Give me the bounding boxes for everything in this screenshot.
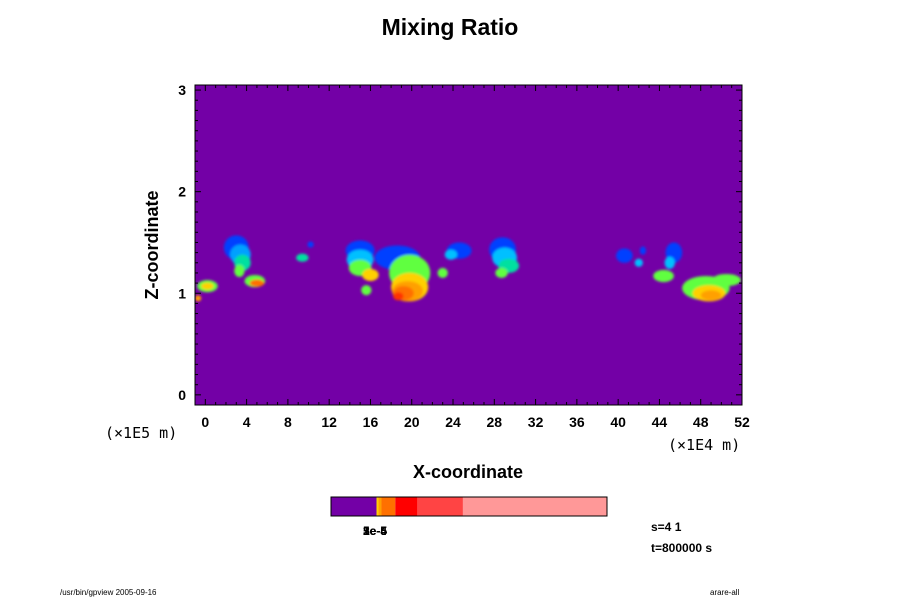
- x-tick-label-7: 28: [487, 414, 503, 430]
- y-tick-label-2: 2: [178, 184, 186, 200]
- chart-title: Mixing Ratio: [381, 14, 519, 40]
- step-annotation: s=4 1: [651, 520, 682, 534]
- field-region-29: [616, 248, 633, 263]
- y-tick-label-3: 3: [178, 82, 186, 98]
- x-tick-label-13: 52: [734, 414, 750, 430]
- colorbar-frame: [330, 496, 608, 517]
- field-region-31: [634, 258, 643, 267]
- y-tick-labels: 0 1 2 3: [178, 82, 186, 403]
- x-tick-labels: 0 4 8 12 16 20 24 28 32 36 40 44 48 52: [201, 414, 750, 430]
- y-tick-label-1: 1: [178, 285, 186, 301]
- colorbar-segment-6: [462, 497, 607, 516]
- x-tick-label-11: 44: [652, 414, 668, 430]
- field-region-30: [639, 246, 647, 255]
- field-region-5: [201, 282, 214, 290]
- colorbar: [331, 497, 607, 516]
- colorbar-segment-3: [381, 497, 396, 516]
- field-region-34: [664, 256, 675, 269]
- field-region-9: [307, 241, 314, 248]
- x-tick-label-4: 16: [363, 414, 379, 430]
- x-unit-label: (×1E4 m): [668, 436, 740, 454]
- x-tick-label-2: 8: [284, 414, 292, 430]
- colorbar-segment-4: [395, 497, 418, 516]
- plot-background: [195, 85, 742, 405]
- x-tick-label-8: 32: [528, 414, 544, 430]
- field-region-8: [249, 279, 265, 287]
- footer-left: /usr/bin/gpview 2005-09-16: [60, 588, 157, 597]
- field-region-10: [296, 253, 309, 262]
- colorbar-segment-0: [331, 497, 377, 516]
- colorbar-label-3: 5e-4: [363, 524, 387, 538]
- x-tick-label-12: 48: [693, 414, 709, 430]
- field-region-24: [444, 249, 458, 260]
- x-tick-label-10: 40: [610, 414, 626, 430]
- x-tick-label-5: 20: [404, 414, 420, 430]
- y-unit-label: (×1E5 m): [105, 424, 177, 442]
- y-axis-title: Z-coordinate: [142, 190, 162, 299]
- colorbar-labels: 1e-52e-53e-55e-4: [363, 524, 387, 538]
- x-axis-title: X-coordinate: [413, 462, 523, 482]
- x-tick-label-9: 36: [569, 414, 585, 430]
- field-region-32: [653, 269, 674, 283]
- field-region-21: [393, 292, 404, 301]
- colorbar-label-0: 1e-5: [363, 524, 387, 538]
- field-region-14: [362, 268, 379, 282]
- field-region-37: [700, 290, 722, 301]
- x-tick-label-1: 4: [243, 414, 251, 430]
- plot-frame: [194, 84, 743, 406]
- field-region-22: [437, 267, 448, 279]
- colorbar-label-1: 2e-5: [363, 524, 387, 538]
- field-region-28: [495, 267, 508, 279]
- colorbar-segment-1: [376, 497, 379, 516]
- x-tick-label-6: 24: [445, 414, 461, 430]
- y-tick-label-0: 0: [178, 387, 186, 403]
- field-region-6: [195, 295, 202, 302]
- field-region-3: [234, 264, 245, 277]
- colorbar-label-2: 3e-5: [363, 524, 387, 538]
- axis-ticks: [195, 85, 743, 405]
- field-region-38: [712, 273, 741, 287]
- mixing-ratio-field: [195, 235, 741, 302]
- colorbar-segment-2: [378, 497, 382, 516]
- colorbar-segment-5: [417, 497, 463, 516]
- time-annotation: t=800000 s: [651, 541, 712, 555]
- x-tick-label-0: 0: [201, 414, 209, 430]
- footer-right: arare-all: [710, 588, 740, 597]
- field-region-15: [361, 285, 372, 296]
- x-tick-label-3: 12: [321, 414, 337, 430]
